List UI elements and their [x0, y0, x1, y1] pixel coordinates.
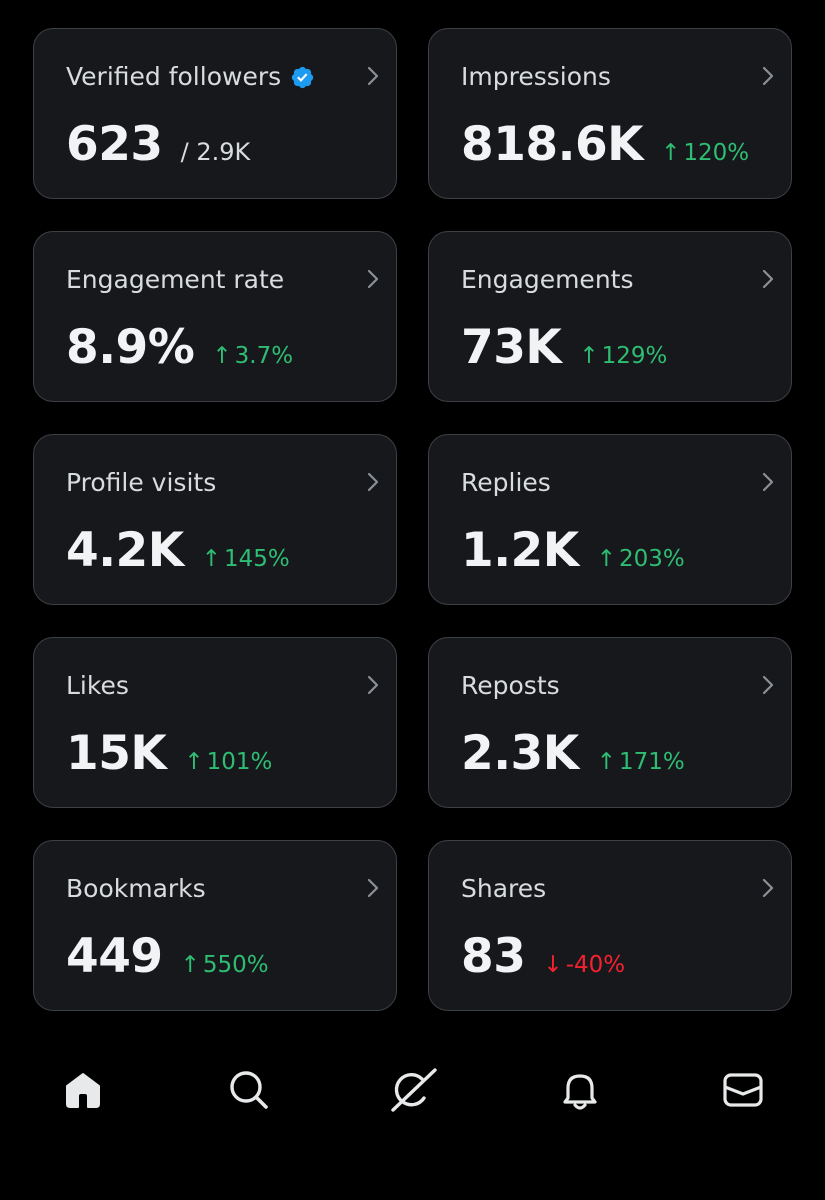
- chevron-right-icon: [761, 471, 775, 493]
- card-title: Replies: [461, 468, 551, 497]
- metric-value: 1.2K: [461, 523, 579, 578]
- engagement-rate-card[interactable]: Engagement rate 8.9% ↑ 3.7%: [33, 231, 397, 402]
- metric-change: ↑ 171%: [596, 749, 685, 775]
- chevron-right-icon: [366, 674, 380, 696]
- metric-total: / 2.9K: [180, 138, 251, 166]
- arrow-up-icon: ↑: [596, 749, 616, 775]
- chevron-right-icon: [761, 268, 775, 290]
- card-title: Impressions: [461, 62, 611, 91]
- chevron-right-icon: [761, 877, 775, 899]
- card-title: Engagements: [461, 265, 634, 294]
- metric-value: 2.3K: [461, 726, 579, 781]
- verified-followers-card[interactable]: Verified followers 623 / 2.9K: [33, 28, 397, 199]
- arrow-up-icon: ↑: [180, 952, 200, 978]
- notifications-bell-icon[interactable]: [556, 1066, 604, 1114]
- arrow-up-icon: ↑: [661, 140, 681, 166]
- bottom-nav-bar: [0, 1050, 825, 1130]
- arrow-up-icon: ↑: [184, 749, 204, 775]
- search-icon[interactable]: [225, 1066, 273, 1114]
- metric-value: 818.6K: [461, 117, 644, 172]
- metric-change: ↑ 550%: [180, 952, 269, 978]
- likes-card[interactable]: Likes 15K ↑ 101%: [33, 637, 397, 808]
- metric-change: ↑ 145%: [201, 546, 290, 572]
- arrow-up-icon: ↑: [596, 546, 616, 572]
- reposts-card[interactable]: Reposts 2.3K ↑ 171%: [428, 637, 792, 808]
- metric-change: ↓ -40%: [543, 952, 626, 978]
- arrow-down-icon: ↓: [543, 952, 563, 978]
- bookmarks-card[interactable]: Bookmarks 449 ↑ 550%: [33, 840, 397, 1011]
- card-title: Shares: [461, 874, 547, 903]
- engagements-card[interactable]: Engagements 73K ↑ 129%: [428, 231, 792, 402]
- metric-change: ↑ 3.7%: [212, 343, 294, 369]
- profile-visits-card[interactable]: Profile visits 4.2K ↑ 145%: [33, 434, 397, 605]
- shares-card[interactable]: Shares 83 ↓ -40%: [428, 840, 792, 1011]
- metric-value: 623: [66, 117, 163, 172]
- metric-value: 4.2K: [66, 523, 184, 578]
- home-icon[interactable]: [59, 1066, 107, 1114]
- metric-value: 15K: [66, 726, 167, 781]
- arrow-up-icon: ↑: [212, 343, 232, 369]
- arrow-up-icon: ↑: [201, 546, 221, 572]
- verified-badge-icon: [290, 65, 315, 90]
- card-title: Likes: [66, 671, 129, 700]
- metric-change: ↑ 203%: [596, 546, 685, 572]
- messages-envelope-icon[interactable]: [719, 1066, 767, 1114]
- card-title: Reposts: [461, 671, 560, 700]
- metric-value: 8.9%: [66, 320, 195, 375]
- metric-value: 73K: [461, 320, 562, 375]
- card-title: Engagement rate: [66, 265, 285, 294]
- grok-icon[interactable]: [389, 1066, 437, 1114]
- chevron-right-icon: [366, 268, 380, 290]
- metrics-grid: Verified followers 623 / 2.9K Impression…: [33, 28, 792, 1011]
- chevron-right-icon: [761, 674, 775, 696]
- metric-change: ↑ 120%: [661, 140, 750, 166]
- metric-value: 83: [461, 929, 526, 984]
- chevron-right-icon: [366, 877, 380, 899]
- card-title: Verified followers: [66, 62, 282, 91]
- metric-change: ↑ 101%: [184, 749, 273, 775]
- chevron-right-icon: [366, 471, 380, 493]
- chevron-right-icon: [366, 65, 380, 87]
- metric-value: 449: [66, 929, 163, 984]
- metric-change: ↑ 129%: [579, 343, 668, 369]
- card-title: Profile visits: [66, 468, 217, 497]
- impressions-card[interactable]: Impressions 818.6K ↑ 120%: [428, 28, 792, 199]
- replies-card[interactable]: Replies 1.2K ↑ 203%: [428, 434, 792, 605]
- arrow-up-icon: ↑: [579, 343, 599, 369]
- card-title: Bookmarks: [66, 874, 206, 903]
- chevron-right-icon: [761, 65, 775, 87]
